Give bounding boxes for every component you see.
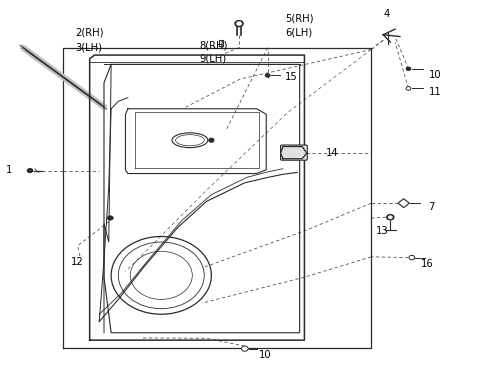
- Text: 2(RH): 2(RH): [75, 28, 104, 38]
- Circle shape: [27, 168, 34, 173]
- Text: 3(LH): 3(LH): [75, 43, 102, 53]
- Text: 8(RH): 8(RH): [199, 41, 228, 51]
- Circle shape: [409, 256, 415, 260]
- Text: 10: 10: [429, 70, 441, 81]
- Circle shape: [265, 73, 271, 78]
- Text: 13: 13: [376, 226, 389, 236]
- Text: 1: 1: [6, 165, 12, 175]
- Text: 15: 15: [285, 72, 298, 82]
- Text: 11: 11: [429, 87, 441, 97]
- Circle shape: [386, 214, 395, 220]
- Text: 12: 12: [71, 257, 84, 267]
- Circle shape: [234, 20, 244, 27]
- Circle shape: [236, 21, 242, 26]
- Text: 16: 16: [421, 259, 434, 269]
- Circle shape: [406, 87, 411, 90]
- Circle shape: [241, 346, 248, 351]
- Text: 10: 10: [259, 350, 272, 360]
- FancyBboxPatch shape: [281, 145, 307, 160]
- Text: 7: 7: [429, 202, 435, 212]
- Circle shape: [209, 138, 214, 142]
- Text: 4: 4: [383, 9, 389, 19]
- Circle shape: [388, 215, 393, 219]
- Text: 5(RH): 5(RH): [285, 13, 314, 23]
- Circle shape: [406, 66, 411, 71]
- Text: 9(LH): 9(LH): [199, 54, 227, 64]
- Text: 14: 14: [326, 148, 338, 158]
- Text: 6(LH): 6(LH): [285, 28, 312, 38]
- Circle shape: [107, 215, 114, 220]
